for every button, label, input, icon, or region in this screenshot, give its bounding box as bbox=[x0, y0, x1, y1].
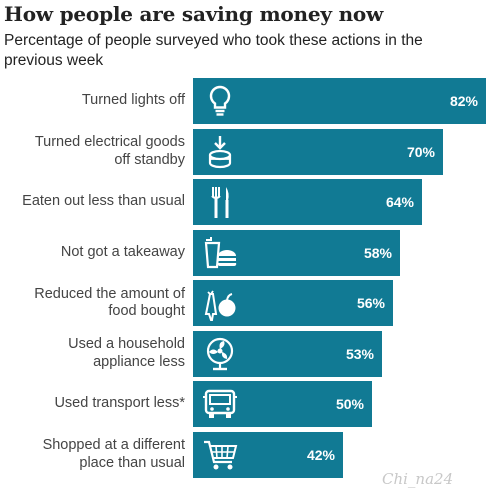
bar: 70% bbox=[193, 128, 443, 175]
bar: 82% bbox=[193, 78, 486, 124]
category-label-line: Turned electrical goods bbox=[34, 134, 185, 150]
category-label-line: Turned lights off bbox=[81, 92, 185, 109]
watermark: Chi_na24 bbox=[382, 470, 454, 488]
fork-knife-icon bbox=[201, 183, 239, 221]
category-label: Not got a takeaway bbox=[0, 244, 185, 262]
value-label: 50% bbox=[335, 396, 364, 412]
category-label: Turned lights off bbox=[0, 92, 185, 110]
bar: 42% bbox=[193, 431, 343, 478]
food-icon bbox=[201, 284, 239, 322]
category-label: Eaten out less than usual bbox=[0, 193, 185, 211]
bar: 56% bbox=[193, 280, 393, 326]
bar: 50% bbox=[193, 381, 372, 427]
value-label: 64% bbox=[385, 194, 414, 210]
value-label: 58% bbox=[363, 244, 392, 261]
category-label-line: Shopped at a different bbox=[42, 437, 185, 453]
category-label-line: Used transport less* bbox=[54, 395, 185, 412]
category-label-line: off standby bbox=[114, 151, 185, 168]
category-label: Turned electrical goods off standby bbox=[0, 134, 185, 169]
chart-subtitle: Percentage of people surveyed who took t… bbox=[4, 32, 423, 69]
category-label: Used a household appliance less bbox=[0, 336, 185, 371]
value-label: 53% bbox=[345, 345, 374, 362]
bus-icon bbox=[201, 385, 239, 423]
category-label: Shopped at a different place than usual bbox=[0, 437, 185, 472]
takeaway-icon bbox=[201, 234, 239, 272]
category-label: Used transport less* bbox=[0, 395, 185, 413]
shopping-cart-icon bbox=[201, 436, 239, 474]
chart-title: How people are saving money now bbox=[4, 2, 384, 26]
fan-icon bbox=[201, 335, 239, 373]
category-label-line: Used a household bbox=[68, 336, 185, 352]
value-label: 56% bbox=[356, 295, 385, 311]
bar: 58% bbox=[193, 229, 400, 276]
value-label: 70% bbox=[406, 143, 435, 160]
lightbulb-icon bbox=[201, 82, 239, 120]
value-label: 82% bbox=[449, 93, 478, 109]
category-label-line: place than usual bbox=[79, 454, 185, 471]
category-label-line: food bought bbox=[108, 303, 185, 319]
standby-power-icon bbox=[201, 133, 239, 171]
category-label-line: Not got a takeaway bbox=[60, 243, 185, 260]
bar: 64% bbox=[193, 179, 422, 225]
bar-chart: Turned lights off 82% Turned electrical go… bbox=[0, 78, 498, 488]
category-label: Reduced the amount of food bought bbox=[0, 286, 185, 321]
bar: 53% bbox=[193, 330, 382, 377]
category-label-line: Eaten out less than usual bbox=[22, 193, 185, 210]
category-label-line: appliance less bbox=[93, 353, 185, 370]
category-label-line: Reduced the amount of bbox=[34, 285, 185, 302]
value-label: 42% bbox=[306, 446, 335, 463]
